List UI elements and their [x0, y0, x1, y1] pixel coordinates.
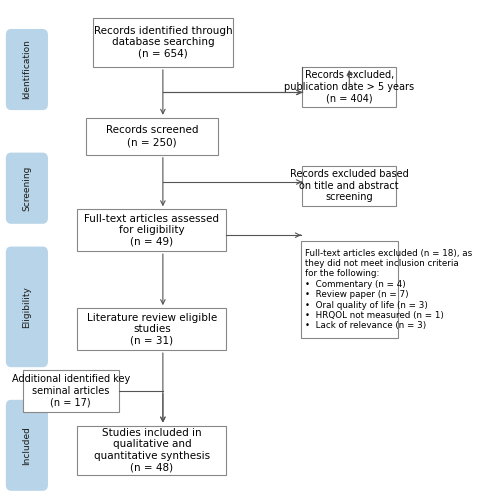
FancyBboxPatch shape — [23, 370, 119, 412]
Text: Records identified through
database searching
(n = 654): Records identified through database sear… — [94, 26, 232, 59]
FancyBboxPatch shape — [86, 118, 218, 155]
FancyBboxPatch shape — [93, 18, 233, 67]
Text: Full-text articles excluded (n = 18), as
they did not meet inclusion criteria
fo: Full-text articles excluded (n = 18), as… — [306, 248, 473, 330]
FancyBboxPatch shape — [6, 400, 48, 491]
FancyBboxPatch shape — [77, 308, 226, 350]
Text: Included: Included — [22, 426, 32, 465]
Text: Studies included in
qualitative and
quantitative synthesis
(n = 48): Studies included in qualitative and quan… — [94, 428, 210, 472]
Text: Identification: Identification — [22, 40, 32, 100]
Text: Screening: Screening — [22, 166, 32, 211]
FancyBboxPatch shape — [301, 242, 397, 338]
Text: Additional identified key
seminal articles
(n = 17): Additional identified key seminal articl… — [12, 374, 130, 408]
Text: Literature review eligible
studies
(n = 31): Literature review eligible studies (n = … — [87, 312, 217, 346]
Text: Records excluded based
on title and abstract
screening: Records excluded based on title and abst… — [290, 169, 409, 202]
Text: Records excluded,
publication date > 5 years
(n = 404): Records excluded, publication date > 5 y… — [284, 70, 414, 103]
Text: Records screened
(n = 250): Records screened (n = 250) — [106, 126, 198, 147]
FancyBboxPatch shape — [302, 67, 396, 106]
FancyBboxPatch shape — [6, 29, 48, 110]
FancyBboxPatch shape — [302, 166, 396, 205]
Text: Full-text articles assessed
for eligibility
(n = 49): Full-text articles assessed for eligibil… — [84, 214, 219, 247]
FancyBboxPatch shape — [77, 209, 226, 251]
FancyBboxPatch shape — [77, 426, 226, 475]
Text: Eligibility: Eligibility — [22, 286, 32, 328]
FancyBboxPatch shape — [6, 246, 48, 367]
FancyBboxPatch shape — [6, 152, 48, 224]
